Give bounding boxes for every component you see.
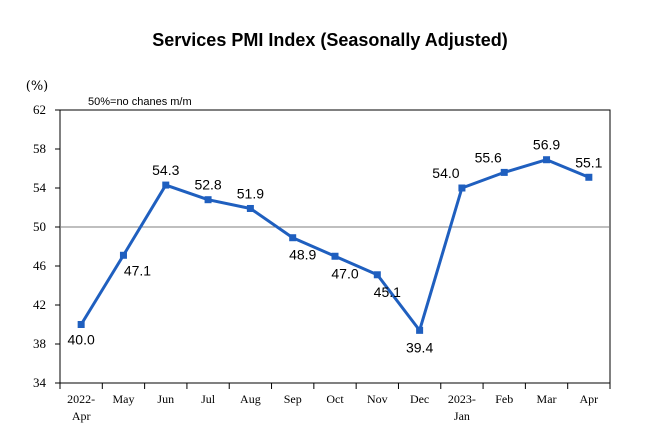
x-tick-label: Mar	[537, 392, 557, 406]
x-tick-label: Sep	[284, 392, 302, 406]
x-tick-label: 2023-	[448, 392, 476, 406]
data-point-marker	[585, 173, 593, 181]
data-label: 39.4	[406, 339, 433, 355]
data-label: 54.0	[432, 165, 459, 181]
y-tick-label: 54	[33, 180, 47, 195]
data-point-marker	[246, 204, 254, 212]
y-tick-label: 38	[33, 336, 46, 351]
x-tick-label: Jul	[201, 392, 216, 406]
x-tick-label: 2022-	[67, 392, 95, 406]
x-tick-label: Aug	[240, 392, 261, 406]
data-point-marker	[373, 271, 381, 279]
data-label: 47.0	[331, 265, 358, 281]
chart-title: Services PMI Index (Seasonally Adjusted)	[152, 30, 507, 50]
y-tick-label: 62	[33, 102, 46, 117]
data-point-marker	[331, 252, 339, 260]
x-axis: 2022- Apr May Jun Jul Aug Sep Oct Nov Dec 2023- Jan…	[59, 383, 611, 423]
data-label: 55.1	[575, 154, 602, 170]
x-tick-label: May	[112, 392, 134, 406]
y-axis: 34 38 42 46 50 54 58 62	[33, 102, 60, 390]
data-label: 45.1	[374, 284, 401, 300]
y-tick-label: 58	[33, 141, 46, 156]
data-point-marker	[162, 181, 170, 189]
data-label: 47.1	[124, 262, 151, 278]
data-label: 55.6	[475, 149, 502, 165]
data-label: 54.3	[152, 162, 179, 178]
data-point-marker	[119, 251, 127, 259]
data-label: 51.9	[237, 185, 264, 201]
data-point-marker	[543, 156, 551, 164]
y-tick-label: 42	[33, 297, 46, 312]
data-point-marker	[289, 234, 297, 242]
x-tick-label: Feb	[495, 392, 513, 406]
y-tick-label: 34	[33, 375, 47, 390]
x-tick-label: Oct	[326, 392, 344, 406]
y-tick-label: 46	[33, 258, 47, 273]
x-tick-label: Jun	[157, 392, 174, 406]
data-point-marker	[204, 196, 212, 204]
data-label: 52.8	[194, 177, 221, 193]
data-label: 56.9	[533, 137, 560, 153]
chart-note: 50%=no chanes m/m	[88, 96, 192, 108]
data-point-marker	[500, 168, 508, 176]
data-point-marker	[77, 321, 85, 328]
data-label: 48.9	[289, 247, 316, 263]
data-point-marker	[458, 184, 466, 192]
y-axis-unit-label: (%)	[26, 79, 49, 94]
series-group: 40.0 47.1 54.3 52.8 51.9 48.9 47.0 45.1 39.4 54.0…	[68, 137, 603, 356]
data-label: 40.0	[68, 332, 95, 348]
x-tick-label: Nov	[367, 392, 388, 406]
data-point-marker	[416, 326, 424, 334]
plot-area-frame	[59, 109, 611, 384]
x-tick-label: Dec	[410, 392, 429, 406]
x-tick-label: Jan	[454, 409, 470, 423]
x-tick-label: Apr	[72, 409, 91, 423]
series-line	[79, 158, 590, 332]
y-tick-label: 50	[33, 219, 46, 234]
x-tick-label: Apr	[580, 392, 599, 406]
